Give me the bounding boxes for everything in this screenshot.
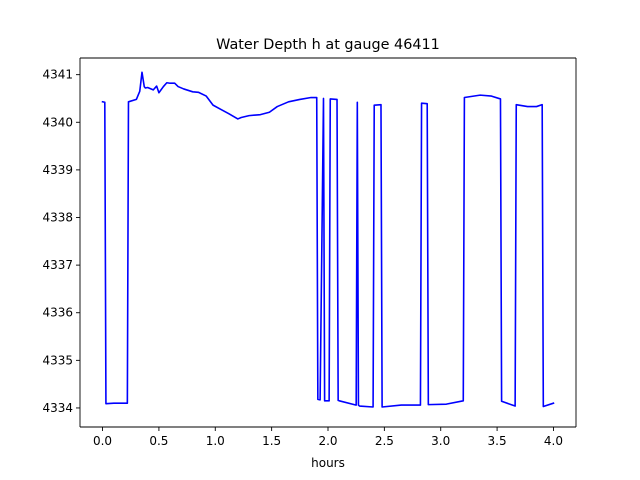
x-tick-label: 2.0	[318, 434, 337, 448]
x-tick-label: 3.0	[431, 434, 450, 448]
x-tick-label: 4.0	[544, 434, 563, 448]
y-tick-label: 4339	[42, 163, 73, 177]
x-tick-label: 1.0	[206, 434, 225, 448]
series-line-0	[101, 71, 555, 408]
x-tick-label: 0.5	[149, 434, 168, 448]
y-tick-label: 4334	[42, 401, 73, 415]
x-tick-label: 3.5	[488, 434, 507, 448]
y-tick-label: 4338	[42, 211, 73, 225]
plot-area: 0.0 0.5 1.0 1.5 2.0 2.5 3.0 3.5 4.0 4334 4335 4336 4…	[42, 57, 577, 448]
y-tick-label: 4336	[42, 306, 73, 320]
y-tick-label: 4335	[42, 353, 73, 367]
x-tick-label: 0.0	[93, 434, 112, 448]
x-tick-label: 2.5	[375, 434, 394, 448]
y-tick-label: 4337	[42, 258, 73, 272]
x-tick-label: 1.5	[262, 434, 281, 448]
chart-title: Water Depth h at gauge 46411	[216, 37, 440, 53]
y-tick-label: 4341	[42, 68, 73, 82]
x-axis-label: hours	[311, 456, 345, 470]
y-tick-label: 4340	[42, 115, 73, 129]
